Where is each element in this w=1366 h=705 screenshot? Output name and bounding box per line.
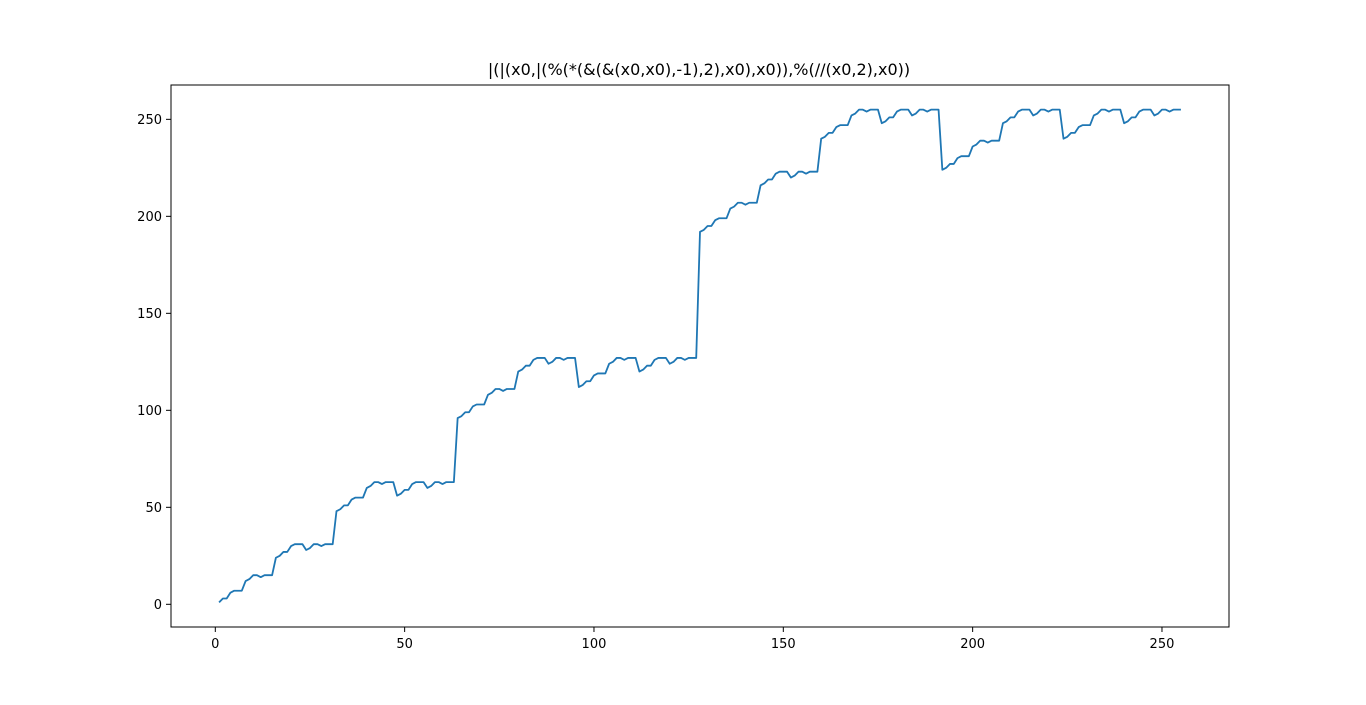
x-tick-label: 50 xyxy=(396,637,413,652)
y-tick-label: 150 xyxy=(137,307,162,322)
x-tick-label: 250 xyxy=(1150,637,1175,652)
x-axis: 0 50 100 150 200 250 xyxy=(211,627,1174,652)
plot-frame xyxy=(170,84,1230,628)
y-axis: 0 50 100 150 200 250 xyxy=(137,113,171,613)
x-tick-label: 200 xyxy=(960,637,985,652)
y-tick-label: 0 xyxy=(154,598,162,613)
y-tick-label: 50 xyxy=(145,501,162,516)
x-tick-label: 0 xyxy=(211,637,219,652)
series-line xyxy=(218,108,1181,603)
plot-area xyxy=(170,84,1230,628)
x-tick-label: 100 xyxy=(582,637,607,652)
x-tick-label: 150 xyxy=(771,637,796,652)
y-tick-label: 250 xyxy=(137,113,162,128)
y-tick-label: 100 xyxy=(137,404,162,419)
chart-title: |(|(x0,|(%(*(&(&(x0,x0),-1),2),x0),x0)),… xyxy=(488,60,910,79)
y-tick-label: 200 xyxy=(137,210,162,225)
